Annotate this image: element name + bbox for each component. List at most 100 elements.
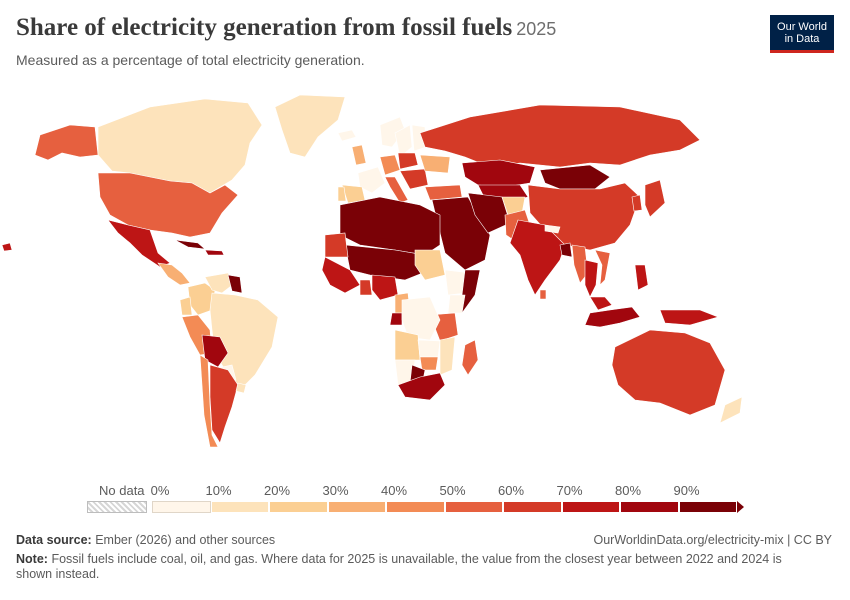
legend-tick-4: 40% (380, 483, 408, 498)
region-bangladesh[interactable] (559, 242, 573, 258)
legend-bin-9[interactable] (678, 501, 737, 513)
region-malaysia[interactable] (589, 296, 613, 311)
region-kenya[interactable] (447, 294, 466, 314)
chart-url[interactable]: OurWorldinData.org/electricity-mix | CC … (593, 533, 833, 547)
region-uruguay[interactable] (235, 382, 247, 394)
region-india[interactable] (509, 219, 566, 296)
region-venezuela[interactable] (204, 272, 236, 294)
region-new-zealand[interactable] (719, 396, 743, 424)
world-map[interactable] (0, 85, 850, 470)
region-iceland[interactable] (337, 129, 357, 142)
region-south-africa[interactable] (397, 372, 446, 401)
region-canada[interactable] (97, 98, 263, 194)
region-kazakhstan[interactable] (461, 159, 536, 188)
legend-bin-7[interactable] (561, 501, 620, 513)
chart-subtitle: Measured as a percentage of total electr… (16, 52, 365, 68)
region-sahel[interactable] (344, 244, 431, 281)
region-sudan[interactable] (414, 249, 446, 281)
region-dr-congo[interactable] (401, 296, 441, 341)
region-papua-new-guinea[interactable] (659, 309, 719, 326)
region-ukraine[interactable] (419, 154, 451, 174)
legend-tick-7: 70% (556, 483, 583, 498)
region-somalia[interactable] (461, 269, 481, 314)
title-year: 2025 (516, 19, 557, 39)
region-ecuador[interactable] (179, 296, 193, 316)
region-nigeria[interactable] (371, 274, 399, 301)
title-text: Share of electricity generation from fos… (16, 14, 513, 41)
legend-bin-0[interactable] (152, 501, 211, 513)
logo-line-2: in Data (784, 33, 820, 45)
region-hawaii[interactable] (1, 242, 13, 252)
data-source: Data source: Ember (2026) and other sour… (16, 533, 275, 547)
region-ghana[interactable] (359, 279, 373, 296)
region-sri-lanka[interactable] (539, 289, 547, 300)
chart-title: Share of electricity generation from fos… (16, 14, 556, 42)
region-australia[interactable] (611, 329, 726, 416)
legend-tick-5: 50% (439, 483, 466, 498)
region-philippines[interactable] (634, 264, 649, 291)
region-zambia[interactable] (417, 339, 441, 358)
region-korea[interactable] (631, 194, 643, 212)
region-vietnam[interactable] (594, 249, 611, 286)
region-russia[interactable] (419, 104, 701, 168)
region-portugal[interactable] (337, 186, 347, 202)
legend-bin-1[interactable] (210, 501, 269, 513)
region-poland[interactable] (397, 152, 419, 170)
region-chile[interactable] (199, 354, 219, 448)
legend-bin-8[interactable] (620, 501, 679, 513)
region-west-africa[interactable] (321, 256, 361, 294)
legend-bin-4[interactable] (386, 501, 445, 513)
region-nepal[interactable] (544, 224, 561, 234)
region-france[interactable] (357, 166, 386, 194)
region-guyana[interactable] (227, 274, 243, 294)
legend-tick-6: 60% (497, 483, 525, 498)
region-gabon[interactable] (389, 312, 403, 326)
legend-tick-9: 90% (673, 483, 700, 498)
legend-tick-1: 10% (205, 483, 232, 498)
legend-arrow (737, 501, 744, 513)
color-legend: No data 0% 10% 20% 30% 40% 50% 60% 70% 80% 90% (0, 478, 850, 518)
legend-tick-0: 0% (150, 483, 170, 498)
region-greenland[interactable] (274, 94, 346, 158)
no-data-swatch[interactable] (87, 501, 147, 513)
note-text: Fossil fuels include coal, oil, and gas.… (16, 552, 782, 581)
owid-logo[interactable]: Our World in Data (770, 15, 834, 53)
region-united-kingdom[interactable] (351, 144, 367, 166)
region-zimbabwe[interactable] (419, 356, 439, 371)
region-myanmar[interactable] (571, 244, 589, 284)
region-sweden[interactable] (394, 124, 413, 158)
region-germany[interactable] (379, 154, 401, 176)
region-mongolia[interactable] (539, 164, 611, 190)
region-balkans[interactable] (399, 168, 429, 190)
legend-tick-8: 80% (614, 483, 642, 498)
region-japan[interactable] (644, 179, 666, 218)
region-mauritania[interactable] (324, 232, 349, 258)
region-thailand[interactable] (584, 259, 599, 298)
region-turkey[interactable] (424, 184, 463, 201)
region-indonesia[interactable] (584, 306, 641, 328)
region-caribbean[interactable] (204, 249, 225, 256)
legend-bin-2[interactable] (269, 501, 328, 513)
legend-bin-5[interactable] (444, 501, 503, 513)
data-source-label: Data source: (16, 533, 92, 547)
logo-line-1: Our World (777, 21, 827, 33)
data-source-text[interactable]: Ember (2026) and other sources (95, 533, 276, 547)
region-bolivia[interactable] (201, 334, 229, 368)
region-central-america[interactable] (157, 262, 191, 286)
region-angola[interactable] (394, 329, 421, 361)
legend-bin-6[interactable] (503, 501, 562, 513)
region-alaska[interactable] (34, 124, 99, 161)
legend-tick-2: 20% (263, 483, 291, 498)
legend-tick-3: 30% (322, 483, 349, 498)
region-united-states[interactable] (97, 172, 239, 238)
map-regions (1, 94, 743, 448)
chart-note: Note: Fossil fuels include coal, oil, an… (16, 552, 816, 582)
region-iran[interactable] (467, 192, 511, 234)
region-madagascar[interactable] (461, 339, 479, 376)
region-argentina[interactable] (209, 364, 239, 444)
legend-bin-3[interactable] (327, 501, 386, 513)
no-data-label: No data (99, 483, 145, 498)
note-label: Note: (16, 552, 48, 566)
region-mozambique[interactable] (439, 336, 456, 376)
region-cuba[interactable] (174, 239, 206, 250)
